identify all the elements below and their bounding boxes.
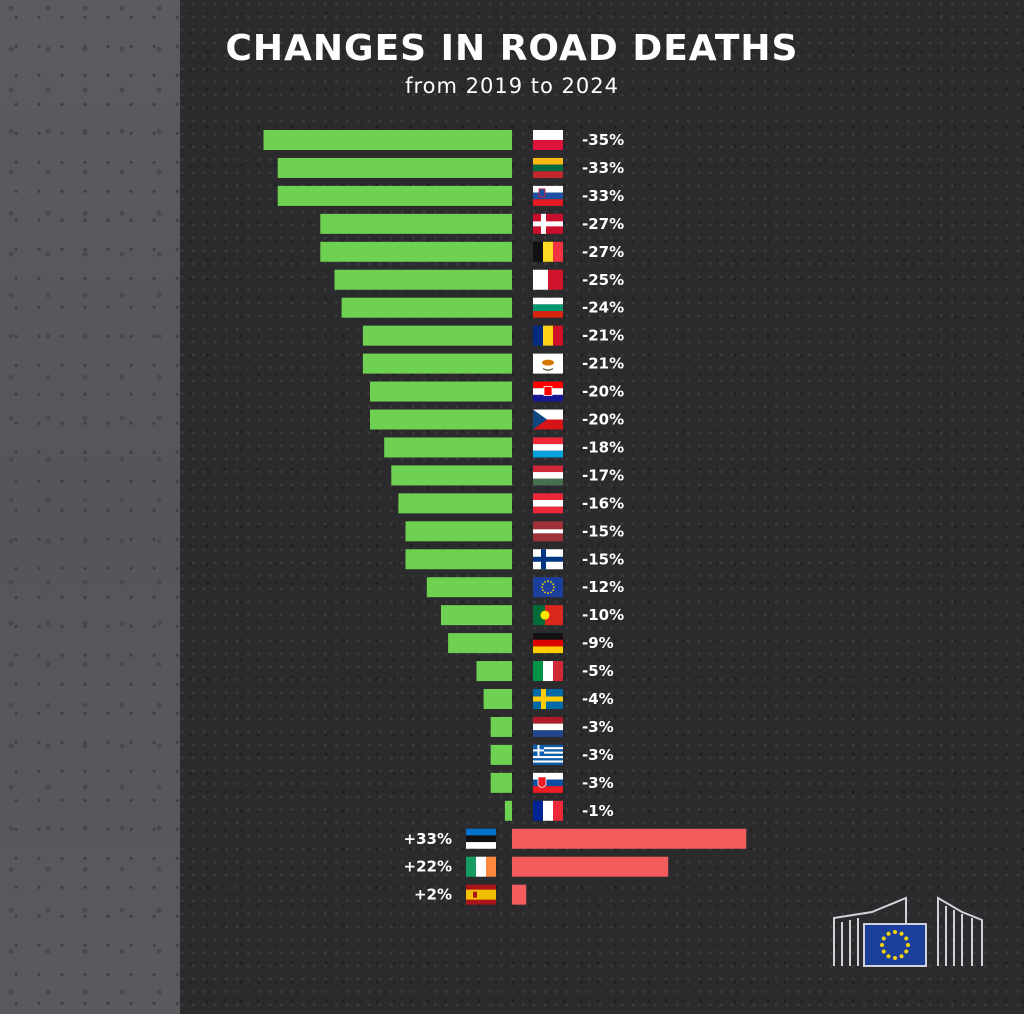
cyprus-flag [533,353,563,374]
bar-es [512,884,527,905]
lithuania-flag [533,157,563,178]
netherlands-flag [533,716,563,737]
value-label-eu: -12% [582,578,624,596]
value-label-cy: -21% [582,355,624,373]
belgium-flag [533,241,563,262]
bar-hr [370,381,512,402]
bar-ie [512,856,669,877]
estonia-flag [466,828,496,849]
bar-fr [504,800,512,821]
value-label-hr: -20% [582,383,624,401]
denmark-flag [533,213,563,234]
bar-se [483,689,512,709]
bar-ee [512,828,747,849]
romania-flag [533,325,563,346]
czechia-flag [533,409,563,430]
value-label-fi: -15% [582,550,624,568]
value-label-dk: -27% [582,215,624,233]
bar-at [398,493,512,514]
croatia-flag [533,381,563,402]
bar-lt [277,157,512,178]
bar-ro [362,325,512,346]
bar-sk [490,772,512,793]
bulgaria-flag [533,297,563,318]
bar-cz [370,409,512,430]
bar-lv [405,521,512,542]
bar-nl [490,716,512,737]
value-label-pl: -35% [582,131,624,149]
value-label-nl: -3% [582,718,614,736]
value-label-mt: -25% [582,271,624,289]
bar-el [490,744,512,765]
value-label-ie: +22% [404,858,452,876]
bar-de [448,633,512,654]
value-label-fr: -1% [582,802,614,820]
bar-be [320,241,512,262]
value-label-bg: -24% [582,299,624,317]
spain-flag [466,884,496,905]
value-label-lv: -15% [582,522,624,540]
germany-flag [533,633,563,654]
value-label-cz: -20% [582,411,624,429]
bar-hu [391,465,512,486]
bar-fi [405,549,512,570]
value-label-lu: -18% [582,438,624,456]
bar-pt [441,605,512,626]
poland-flag [533,130,563,150]
bar-cy [362,353,512,374]
bar-bg [341,297,512,318]
value-label-sk: -3% [582,774,614,792]
value-label-si: -33% [582,187,624,205]
chart-subtitle: from 2019 to 2024 [405,74,619,98]
value-label-lt: -33% [582,159,624,177]
ireland-flag [466,856,496,877]
value-label-ro: -21% [582,327,624,345]
luxembourg-flag [533,437,563,458]
chart-title: CHANGES IN ROAD DEATHS [225,28,799,69]
finland-flag [533,549,563,570]
italy-flag [533,661,563,682]
value-label-ee: +33% [404,830,452,848]
value-label-el: -3% [582,746,614,764]
greece-flag [533,744,563,765]
european-commission-logo [833,896,983,967]
value-label-de: -9% [582,634,614,652]
value-label-pt: -10% [582,606,624,624]
bar-mt [334,269,512,290]
bar-it [476,661,512,682]
hungary-flag [533,465,563,486]
latvia-flag [533,521,563,542]
road-edge-background [0,0,180,1014]
eu-flag [533,577,563,598]
bar-lu [384,437,512,458]
bar-eu [426,577,512,598]
slovakia-flag [533,772,563,793]
value-label-es: +2% [414,886,452,904]
bar-si [277,185,512,206]
value-label-at: -16% [582,494,624,512]
bar-pl [263,130,512,150]
slovenia-flag [533,185,563,206]
bar-dk [320,213,512,234]
value-label-be: -27% [582,243,624,261]
portugal-flag [533,605,563,626]
value-label-se: -4% [582,690,614,708]
austria-flag [533,493,563,514]
value-label-hu: -17% [582,466,624,484]
malta-flag [533,269,563,290]
value-label-it: -5% [582,662,614,680]
france-flag [533,800,563,821]
sweden-flag [533,689,563,709]
